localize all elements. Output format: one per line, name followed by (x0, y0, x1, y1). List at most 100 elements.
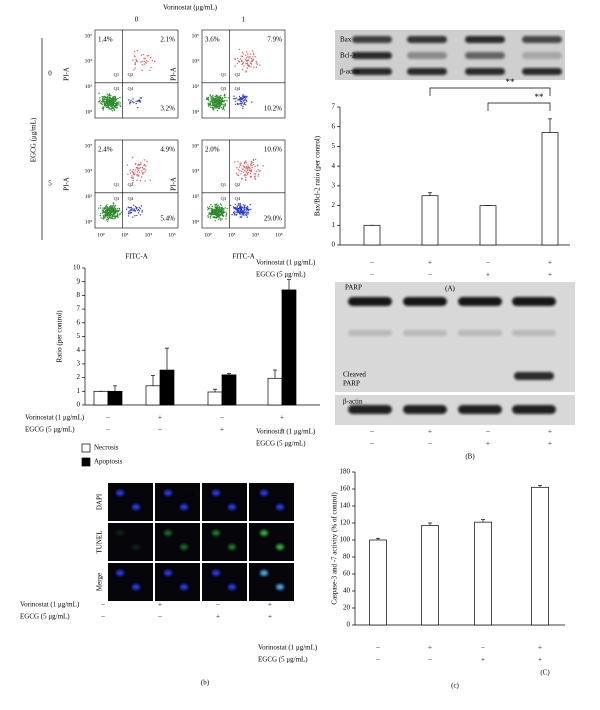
event-dot (132, 171, 134, 173)
treatment-sign: + (428, 428, 432, 436)
event-dot (240, 212, 243, 214)
event-dot (236, 102, 238, 105)
y-tick-label: 2 (332, 201, 336, 209)
y-tick-label: 7 (77, 305, 81, 313)
event-dot (104, 210, 106, 213)
event-dot (243, 205, 246, 207)
event-dot (100, 217, 102, 219)
bar (221, 374, 237, 406)
event-dot (243, 161, 246, 163)
bar (421, 525, 439, 626)
event-dot (108, 99, 110, 101)
event-dot (139, 214, 142, 216)
event-dot (248, 57, 250, 59)
treatment-sign: – (485, 259, 490, 267)
event-dot (106, 98, 109, 100)
event-dot (114, 205, 116, 207)
event-dot (211, 96, 213, 98)
treatment-sign: + (216, 613, 220, 621)
event-dot (207, 102, 209, 104)
event-dot (226, 100, 228, 102)
event-dot (127, 215, 130, 217)
event-dot (239, 203, 241, 206)
event-dot (113, 96, 116, 98)
event-dot (238, 48, 240, 51)
event-dot (217, 96, 219, 99)
event-dot (105, 205, 107, 207)
event-dot (151, 60, 153, 62)
blot-band (465, 36, 505, 43)
event-dot (206, 98, 208, 100)
event-dot (242, 53, 244, 55)
event-dot (214, 98, 217, 100)
event-dot (224, 207, 226, 209)
event-dot (256, 62, 258, 64)
event-dot (235, 214, 238, 216)
event-dot (212, 213, 215, 216)
nucleus (228, 584, 236, 590)
blot-band (514, 372, 554, 380)
y-tick-label: 10³ (85, 194, 93, 200)
event-dot (214, 105, 217, 107)
event-dot (103, 103, 106, 105)
event-dot (212, 97, 214, 100)
event-dot (218, 218, 220, 220)
row-label: DAPI (96, 493, 104, 510)
event-dot (240, 206, 242, 208)
event-dot (111, 99, 114, 101)
y-axis-label: Bax/Bcl-2 ratio (per control) (314, 135, 322, 216)
event-dot (244, 59, 247, 61)
y-tick-label: 1 (77, 387, 81, 395)
event-dot (137, 175, 140, 177)
nucleus (212, 530, 220, 536)
event-dot (213, 210, 216, 212)
event-dot (145, 165, 147, 167)
y-tick-label: 0 (347, 621, 351, 629)
y-tick-label: 10² (192, 219, 200, 225)
treatment-sign: – (369, 440, 374, 448)
event-dot (106, 211, 108, 213)
event-dot (216, 217, 218, 219)
plot-frame (94, 29, 179, 119)
event-dot (99, 204, 102, 207)
event-dot (237, 160, 239, 163)
event-dot (135, 102, 137, 105)
event-dot (225, 96, 227, 99)
event-dot (134, 210, 136, 212)
event-dot (237, 99, 239, 101)
event-dot (215, 215, 217, 217)
event-dot (103, 218, 105, 220)
blot-band (458, 297, 502, 306)
event-dot (135, 167, 138, 169)
event-dot (115, 210, 117, 212)
event-dot (117, 102, 119, 104)
event-dot (103, 207, 106, 210)
event-dot (208, 105, 210, 107)
y-axis-label: PI-A (63, 177, 71, 191)
event-dot (113, 108, 116, 110)
event-dot (121, 211, 123, 213)
x-tick-label: 10² (204, 232, 212, 238)
event-dot (211, 213, 214, 215)
treatment-sign: + (481, 656, 485, 664)
event-dot (239, 58, 242, 60)
event-dot (207, 206, 209, 208)
event-dot (140, 163, 142, 165)
micrograph (155, 523, 200, 561)
nucleus (228, 544, 236, 550)
bar (369, 539, 387, 626)
event-dot (116, 208, 119, 210)
treatment-sign: – (105, 414, 110, 422)
event-dot (221, 214, 223, 216)
event-dot (138, 171, 141, 174)
treatment-sign: + (220, 426, 224, 434)
treatment-label: Vorinostat (1 μg/mL) (20, 601, 80, 609)
event-dot (234, 100, 237, 103)
treatment-sign: + (486, 271, 490, 279)
event-dot (253, 52, 255, 54)
event-dot (216, 205, 218, 207)
event-dot (224, 103, 227, 105)
event-dot (252, 50, 254, 52)
event-dot (103, 95, 105, 98)
event-dot (139, 207, 141, 210)
